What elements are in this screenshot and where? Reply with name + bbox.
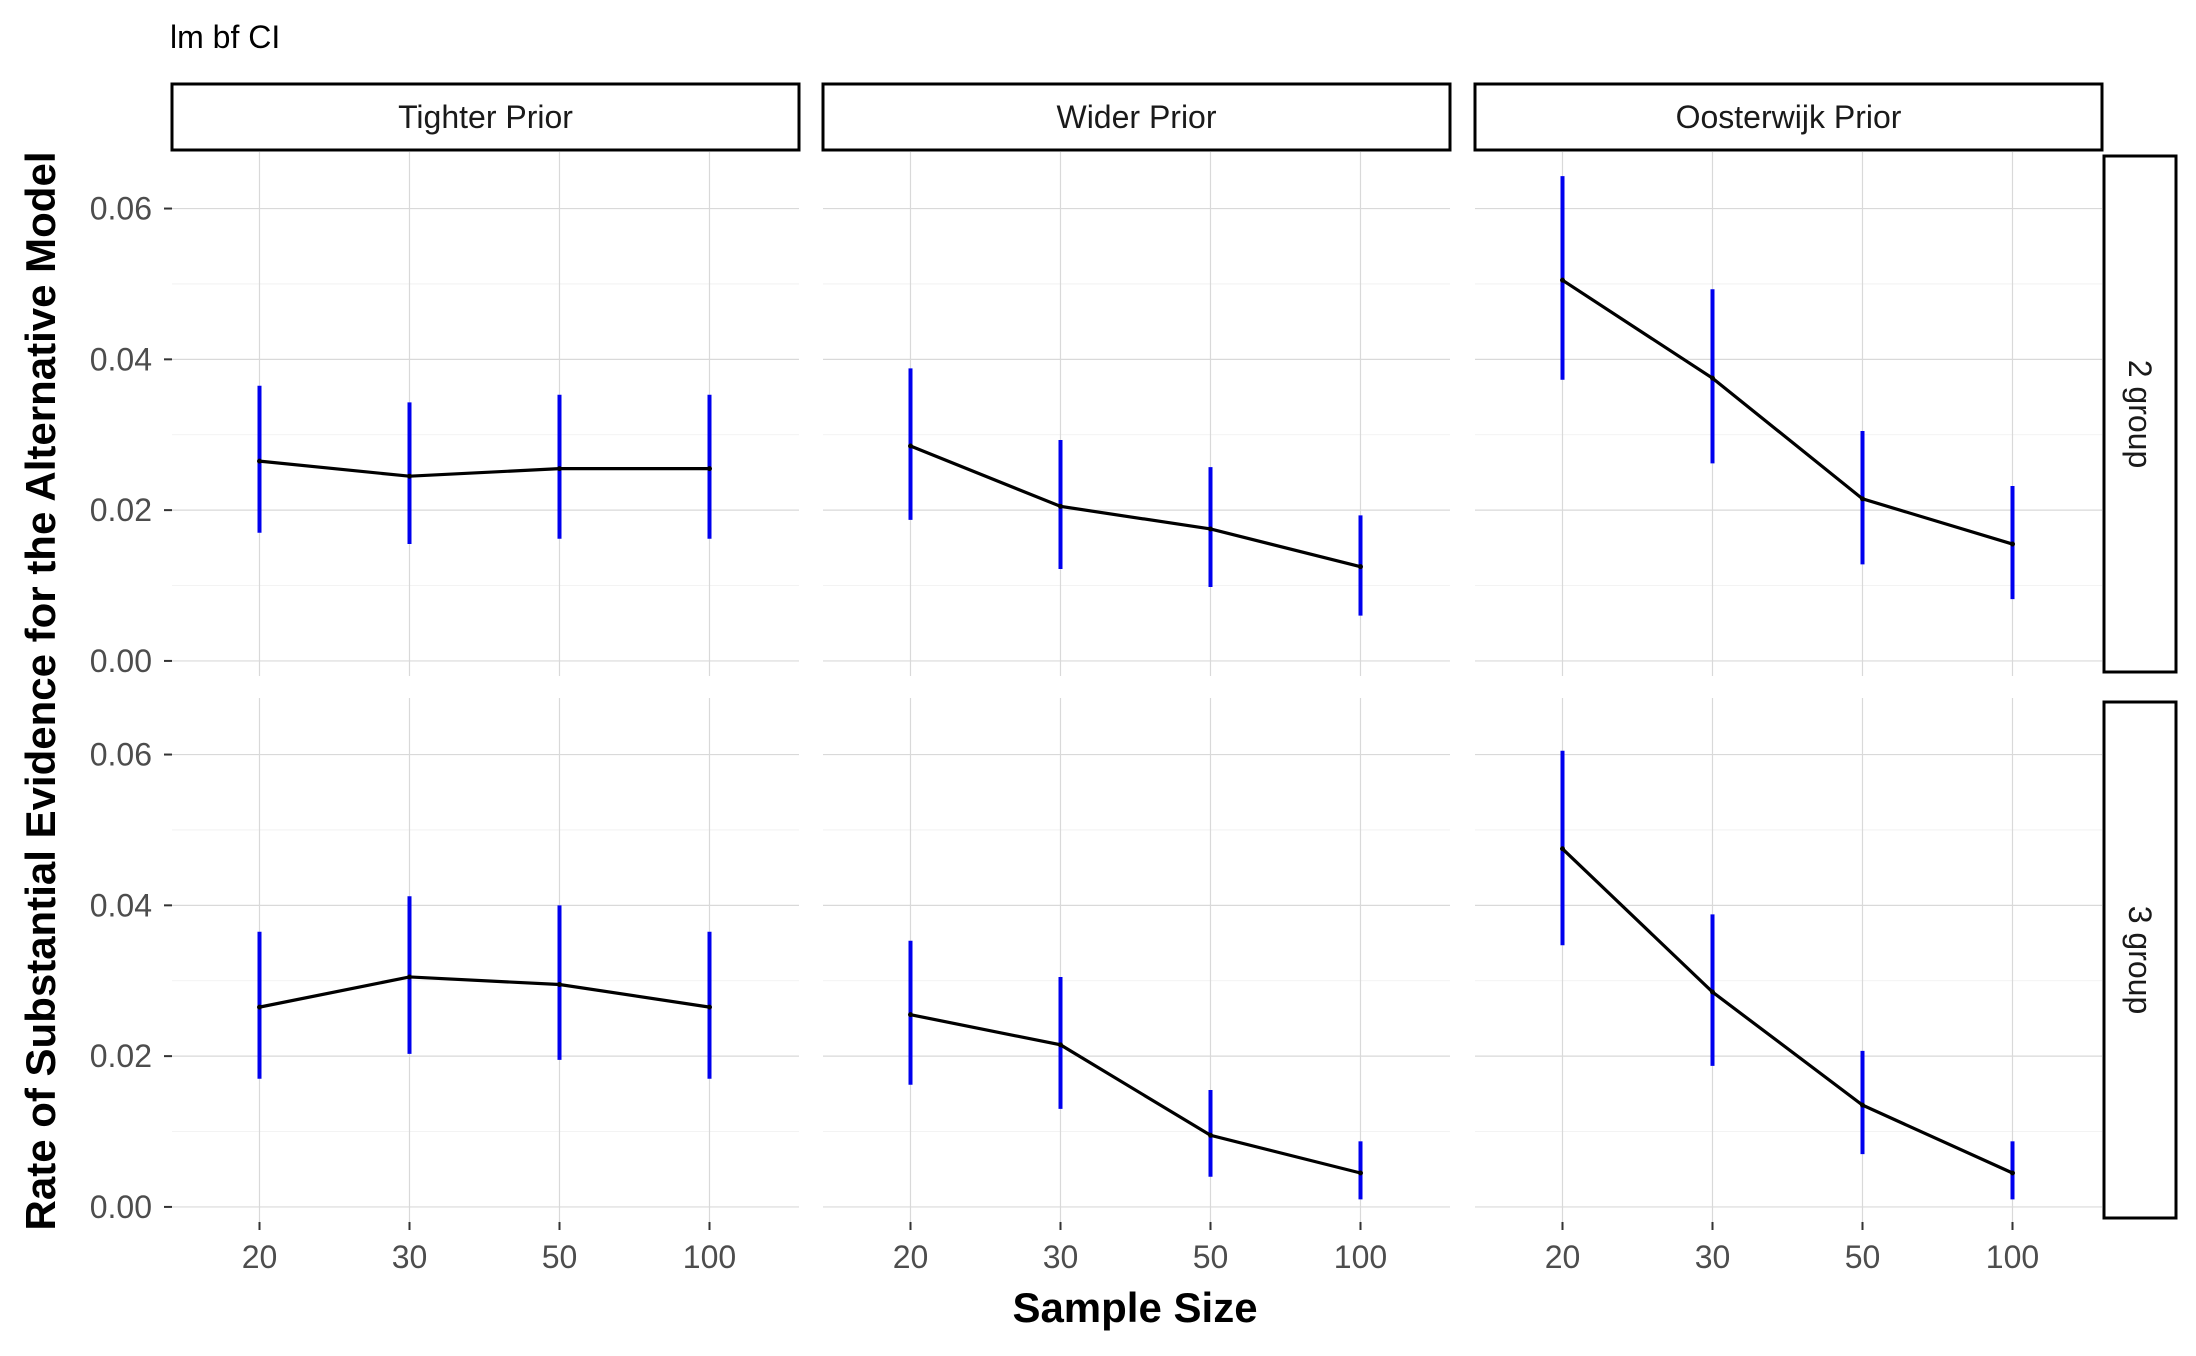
data-point <box>557 982 562 988</box>
panels-group: Tighter Prior Wider Prior Oosterwijk Prior… <box>90 82 2178 1275</box>
facet-strip-row-label: 3 group <box>2122 906 2158 1015</box>
facet-strip-column <box>170 82 801 152</box>
series-line <box>910 1013 1361 1175</box>
x-axis-title: Sample Size <box>1012 1284 1257 1331</box>
x-tick-label: 50 <box>1193 1239 1229 1275</box>
facet-strip-column-label: Wider Prior <box>1056 99 1216 135</box>
y-axis-title: Rate of Substantial Evidence for the Alt… <box>17 152 64 1231</box>
data-point <box>1058 1042 1063 1048</box>
y-tick-label: 0.04 <box>90 341 152 377</box>
data-point <box>1058 503 1063 509</box>
facet-panel <box>823 152 1450 676</box>
series-line <box>259 459 710 478</box>
data-point <box>1860 496 1865 502</box>
series-line <box>1561 278 2013 546</box>
facet-strip-column <box>1473 82 2104 152</box>
y-tick-label: 0.04 <box>90 887 152 923</box>
data-point <box>407 974 412 980</box>
series-line <box>1561 847 2014 1175</box>
data-point <box>1710 989 1715 995</box>
data-point <box>557 466 562 472</box>
data-point <box>257 1004 262 1010</box>
data-point <box>908 1012 913 1018</box>
data-point <box>407 473 412 479</box>
data-point <box>1860 1102 1865 1108</box>
facet-panel <box>1475 152 2102 676</box>
data-point <box>2010 1170 2015 1176</box>
data-point <box>2010 541 2015 547</box>
y-tick-label: 0.00 <box>90 643 152 679</box>
chart-title: lm bf CI <box>170 19 280 55</box>
series-line <box>909 444 1361 569</box>
facet-panel <box>172 152 799 676</box>
y-tick-label: 0.00 <box>90 1189 152 1225</box>
x-tick-label: 100 <box>683 1239 736 1275</box>
data-point <box>1710 375 1715 381</box>
y-tick-label: 0.06 <box>90 191 152 227</box>
series-line <box>259 975 710 1009</box>
x-tick-label: 30 <box>1043 1239 1079 1275</box>
x-tick-label: 20 <box>893 1239 929 1275</box>
x-tick-label: 50 <box>542 1239 578 1275</box>
facet-panel <box>172 698 799 1222</box>
facet-strip-row <box>2102 154 2178 674</box>
data-point <box>908 443 913 449</box>
x-tick-label: 20 <box>1545 1239 1581 1275</box>
x-tick-label: 100 <box>1334 1239 1387 1275</box>
facet-strip-column-label: Oosterwijk Prior <box>1676 99 1902 135</box>
y-tick-label: 0.06 <box>90 737 152 773</box>
y-tick-label: 0.02 <box>90 1038 152 1074</box>
x-tick-label: 20 <box>242 1239 278 1275</box>
data-point <box>1560 846 1565 852</box>
x-tick-label: 100 <box>1986 1239 2039 1275</box>
data-point <box>257 458 262 464</box>
x-tick-label: 30 <box>392 1239 428 1275</box>
facet-strip-row-label: 2 group <box>2122 360 2158 469</box>
data-point <box>1208 1132 1213 1138</box>
facet-strip-column <box>821 82 1452 152</box>
data-point <box>1358 564 1363 570</box>
data-point <box>707 466 712 472</box>
x-tick-label: 50 <box>1845 1239 1881 1275</box>
y-tick-label: 0.02 <box>90 492 152 528</box>
data-point <box>1208 526 1213 532</box>
data-point <box>1358 1170 1363 1176</box>
facet-panel <box>823 698 1450 1222</box>
data-point <box>707 1004 712 1010</box>
data-point <box>1560 277 1565 283</box>
facet-panel <box>1475 698 2102 1222</box>
facet-strip-row <box>2102 700 2178 1220</box>
facet-strip-column-label: Tighter Prior <box>398 99 573 135</box>
x-tick-label: 30 <box>1695 1239 1731 1275</box>
